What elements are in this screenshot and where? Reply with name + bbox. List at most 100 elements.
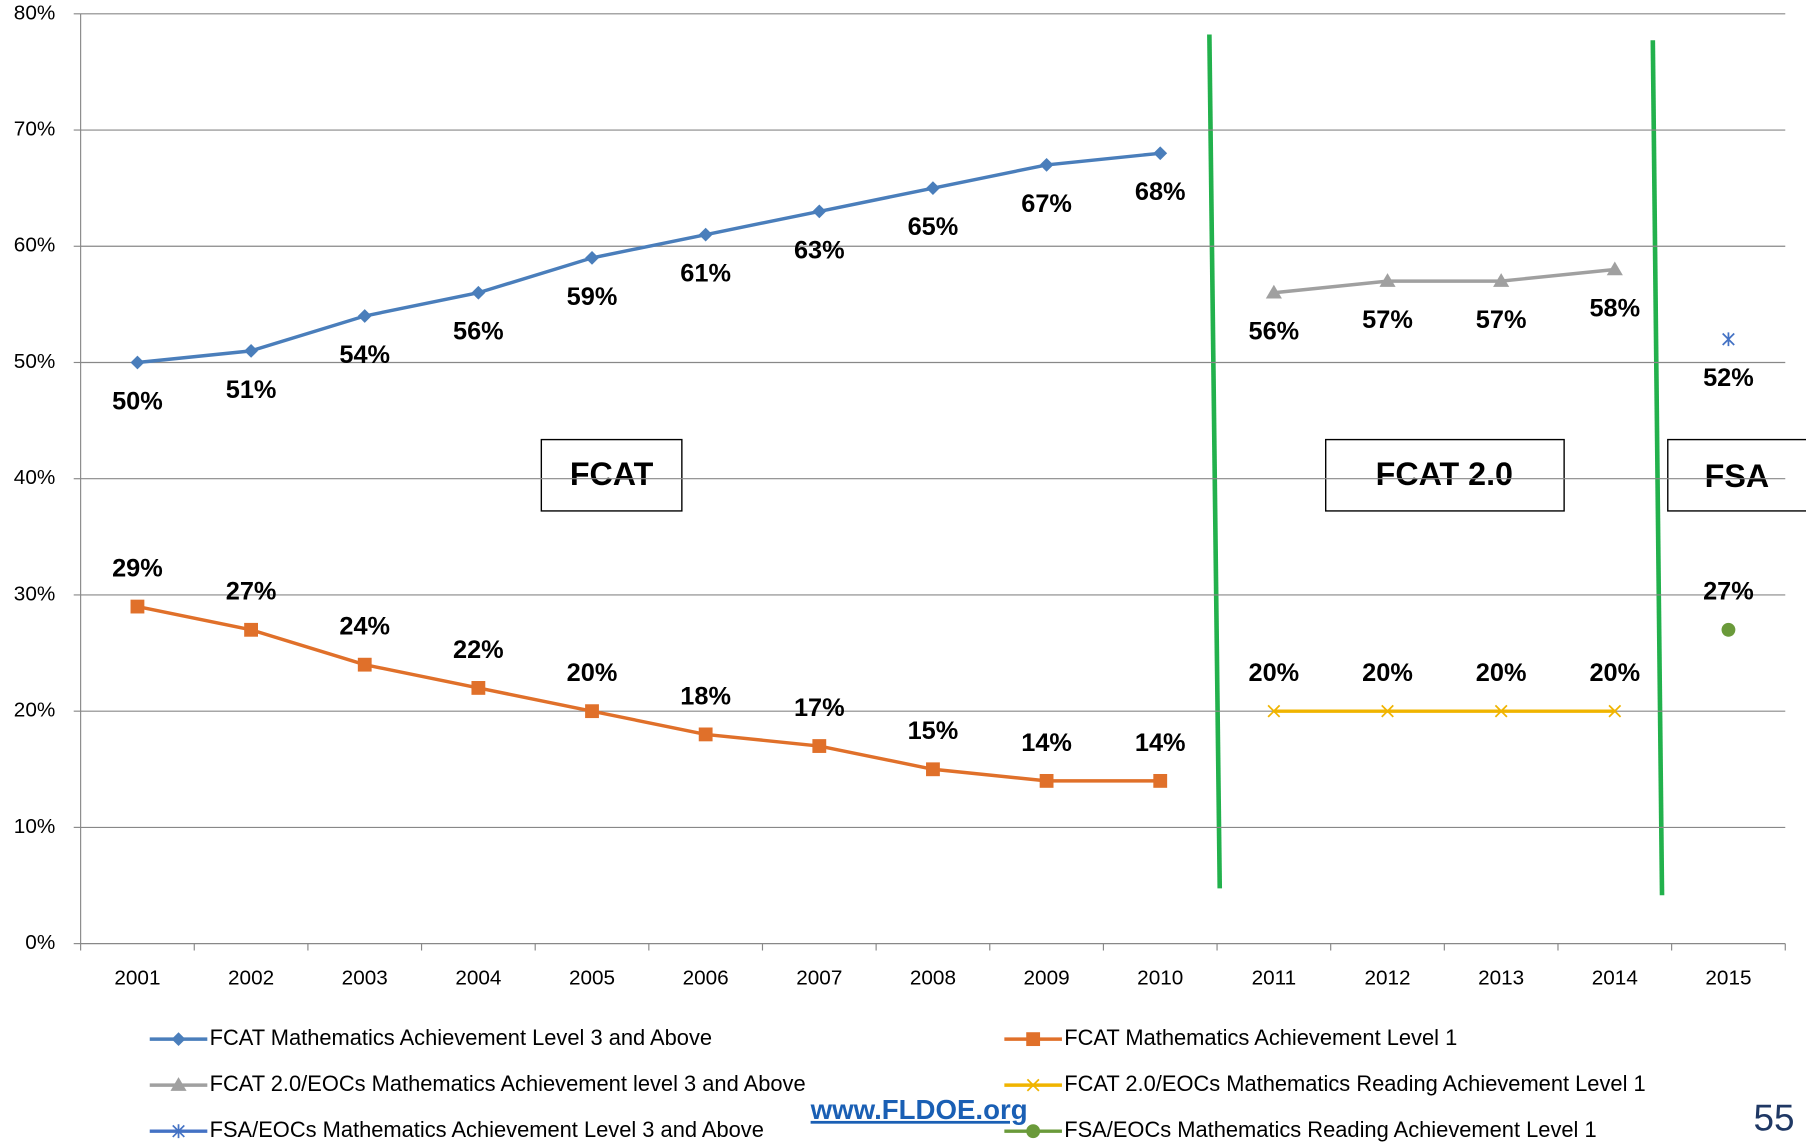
point — [244, 622, 258, 637]
data-label: 17% — [794, 694, 845, 722]
point — [1721, 622, 1736, 637]
data-label: 20% — [1589, 659, 1640, 687]
annotation-box — [1325, 438, 1565, 512]
x-tick-label: 2006 — [683, 967, 729, 990]
data-label: 59% — [567, 283, 618, 311]
point — [1494, 704, 1508, 718]
point — [1493, 273, 1510, 287]
y-tick-label: 10% — [14, 815, 55, 838]
data-label: 67% — [1021, 190, 1072, 218]
point — [357, 657, 372, 672]
x-tick-label: 2011 — [1252, 967, 1297, 990]
x-tick-label: 2009 — [1024, 967, 1070, 990]
data-label: 65% — [908, 213, 959, 241]
point — [812, 204, 827, 219]
data-label: 50% — [112, 387, 163, 415]
point — [585, 704, 599, 719]
point — [1039, 157, 1054, 172]
data-label: 51% — [226, 376, 277, 404]
point — [1608, 704, 1622, 718]
legend-marker — [170, 1077, 187, 1091]
point — [1153, 773, 1168, 788]
annotation: FSA — [1705, 458, 1769, 494]
series-line — [1273, 267, 1615, 295]
footer-url[interactable]: www.FLDOE.org — [810, 1094, 1028, 1125]
point — [1381, 704, 1394, 718]
x-tick-label: 2005 — [569, 967, 615, 990]
data-label: 18% — [680, 682, 731, 710]
point — [926, 181, 940, 196]
legend-marker — [171, 1032, 186, 1047]
y-tick-label: 40% — [14, 466, 55, 489]
point — [471, 285, 486, 300]
data-label: 56% — [453, 318, 504, 346]
era-divider — [1650, 40, 1665, 896]
series-line — [137, 151, 1161, 365]
data-label: 57% — [1362, 306, 1413, 334]
x-tick-label: 2012 — [1364, 967, 1410, 990]
data-label: 58% — [1589, 294, 1640, 322]
point — [1606, 261, 1623, 276]
legend-label: FCAT 2.0/EOCs Mathematics Reading Achiev… — [1064, 1071, 1645, 1096]
y-tick-label: 30% — [14, 582, 55, 605]
point — [1265, 284, 1282, 299]
point — [698, 227, 713, 242]
x-tick-label: 2010 — [1137, 967, 1183, 990]
annotation-box — [540, 438, 683, 512]
x-tick-label: 2004 — [455, 967, 501, 990]
data-label: 22% — [453, 636, 504, 664]
x-tick-label: 2003 — [342, 967, 388, 990]
x-tick-label: 2014 — [1592, 967, 1638, 990]
point — [926, 762, 940, 777]
data-label: 14% — [1021, 729, 1072, 757]
legend-label: FCAT Mathematics Achievement Level 1 — [1064, 1025, 1457, 1050]
point — [1039, 773, 1054, 788]
point — [1267, 704, 1281, 718]
legend-label: FSA/EOCs Mathematics Reading Achievement… — [1064, 1117, 1596, 1142]
point — [812, 739, 827, 753]
data-label: 20% — [1249, 659, 1300, 687]
x-tick-label: 2001 — [114, 967, 160, 990]
data-label: 15% — [908, 717, 959, 745]
point — [585, 250, 599, 265]
data-label: 63% — [794, 236, 845, 264]
y-tick-label: 20% — [14, 699, 55, 722]
y-tick-label: 70% — [14, 118, 55, 141]
data-label: 20% — [567, 659, 618, 687]
x-tick-label: 2008 — [910, 967, 956, 990]
data-label: 27% — [226, 578, 277, 606]
point — [130, 599, 145, 614]
y-tick-label: 80% — [14, 1, 55, 24]
legend-marker — [1026, 1032, 1041, 1047]
legend-label: FCAT 2.0/EOCs Mathematics Achievement le… — [210, 1071, 806, 1096]
x-tick-label: 2007 — [796, 967, 842, 990]
data-label: 52% — [1703, 364, 1754, 392]
point — [130, 355, 145, 370]
legend-label: FCAT Mathematics Achievement Level 3 and… — [210, 1025, 712, 1050]
data-label: 20% — [1362, 659, 1413, 687]
point — [357, 309, 372, 323]
series-line — [137, 604, 1161, 783]
annotation: FCAT 2.0 — [1376, 456, 1513, 492]
point — [471, 681, 486, 695]
y-tick-label: 60% — [14, 234, 55, 257]
annotation-box — [1667, 438, 1806, 512]
point — [1722, 332, 1735, 347]
legend-marker — [172, 1124, 185, 1139]
data-label: 29% — [112, 554, 163, 582]
data-label: 61% — [680, 260, 731, 288]
y-tick-label: 0% — [25, 931, 55, 954]
data-label: 57% — [1476, 306, 1527, 334]
point — [698, 727, 713, 742]
legend-marker — [1026, 1078, 1040, 1092]
point — [1153, 146, 1168, 161]
y-tick-label: 50% — [14, 350, 55, 373]
data-label: 68% — [1135, 178, 1186, 206]
data-label: 24% — [339, 613, 390, 641]
point — [244, 343, 258, 358]
data-label: 20% — [1476, 659, 1527, 687]
legend-marker — [1026, 1124, 1041, 1139]
x-tick-label: 2002 — [228, 967, 274, 990]
data-label: 14% — [1135, 729, 1186, 757]
